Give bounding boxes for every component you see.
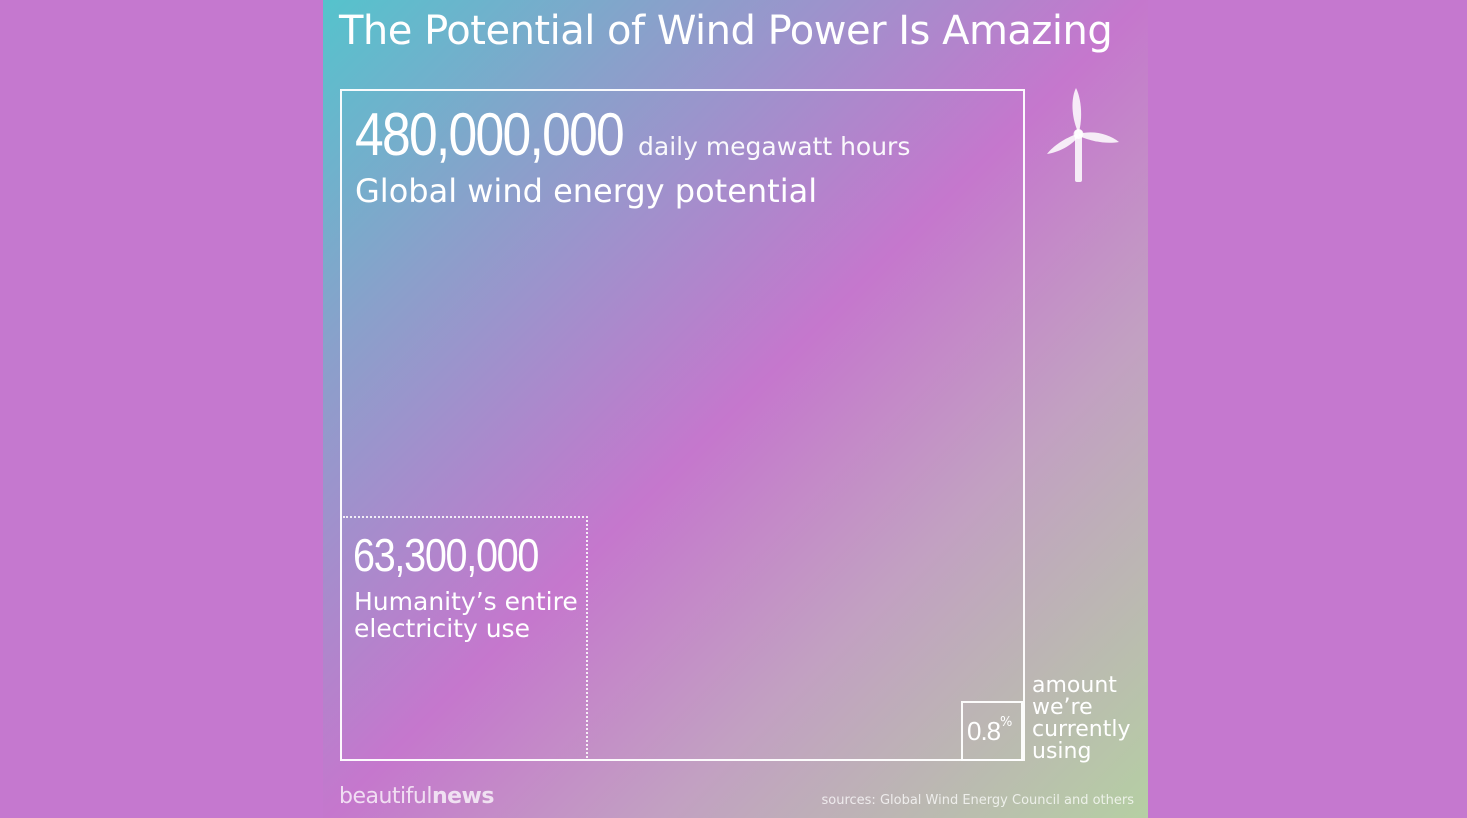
- usage-value: 63,300,000: [353, 529, 539, 581]
- brand-logo: beautifulnews: [339, 784, 494, 809]
- current-box: [961, 701, 1023, 761]
- current-value: 0.8: [967, 716, 1001, 746]
- current-label: amount we’re currently using: [1032, 673, 1131, 764]
- potential-value: 480,000,000: [355, 101, 625, 168]
- usage-label: Humanity’s entire electricity use: [354, 587, 578, 643]
- usage-box: [343, 516, 588, 758]
- potential-label: Global wind energy potential: [355, 172, 818, 210]
- sources-note: sources: Global Wind Energy Council and …: [821, 793, 1134, 808]
- potential-unit: daily megawatt hours: [638, 132, 911, 161]
- brand-part1: beautiful: [339, 784, 432, 809]
- infographic-poster: The Potential of Wind Power Is Amazing 4…: [323, 0, 1148, 818]
- current-percent-sign: %: [1000, 715, 1013, 730]
- page-title: The Potential of Wind Power Is Amazing: [339, 8, 1113, 54]
- wind-turbine-icon: [1041, 86, 1121, 184]
- brand-part2: news: [431, 784, 495, 809]
- potential-box: [340, 89, 1025, 761]
